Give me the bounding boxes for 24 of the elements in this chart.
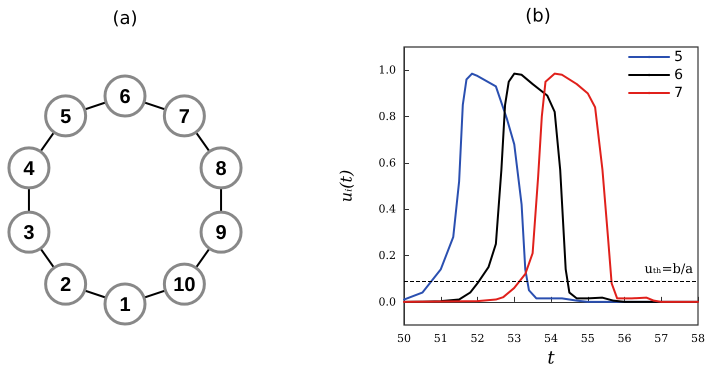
- x-tick-label: 55: [580, 332, 595, 345]
- x-tick-label: 58: [691, 332, 705, 345]
- y-tick-label: 0.8: [378, 110, 396, 123]
- y-tick-label: 0.2: [378, 249, 396, 262]
- x-tick-label: 54: [544, 332, 558, 345]
- ring-network-diagram: 1 2 3 4 5 6 7 8 9 10: [7, 74, 243, 326]
- x-tick-label: 50: [397, 332, 411, 345]
- chart-title: (b): [525, 6, 551, 26]
- x-tick-label: 57: [654, 332, 668, 345]
- x-tick-label: 53: [507, 332, 522, 345]
- ref-line-label: uₜₕ=b/a: [644, 262, 694, 277]
- legend-label: 5: [674, 49, 684, 65]
- x-tick-label: 56: [618, 332, 632, 345]
- y-tick-label: 0.0: [378, 295, 396, 308]
- y-tick-label: 0.4: [378, 202, 396, 216]
- legend-label: 6: [674, 67, 684, 83]
- x-tick-label: 52: [470, 332, 484, 345]
- text: (a): [112, 8, 138, 29]
- x-axis-title: t: [547, 348, 556, 368]
- x-tick-label: 51: [434, 332, 448, 345]
- legend-label: 7: [674, 85, 684, 101]
- y-tick-label: 0.6: [378, 156, 396, 170]
- y-axis-title: uᵢ(t): [336, 170, 356, 202]
- y-tick-label: 1.0: [378, 64, 396, 77]
